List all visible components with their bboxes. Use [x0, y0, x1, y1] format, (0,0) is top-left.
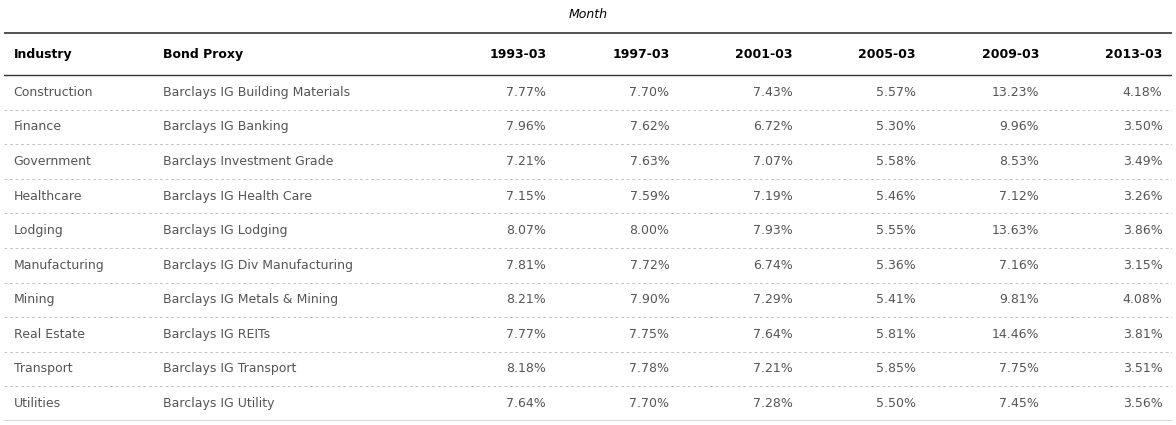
Text: 8.07%: 8.07%	[506, 224, 546, 237]
Text: 7.63%: 7.63%	[629, 155, 669, 168]
Text: Bond Proxy: Bond Proxy	[162, 48, 242, 61]
Text: Barclays IG Lodging: Barclays IG Lodging	[162, 224, 287, 237]
Text: 2009-03: 2009-03	[982, 48, 1040, 61]
Text: 7.75%: 7.75%	[1000, 363, 1040, 375]
Text: Construction: Construction	[13, 86, 93, 99]
Text: 3.49%: 3.49%	[1123, 155, 1163, 168]
Text: 3.26%: 3.26%	[1123, 190, 1163, 203]
Text: 5.81%: 5.81%	[876, 328, 916, 341]
Text: 1997-03: 1997-03	[613, 48, 669, 61]
Text: 7.16%: 7.16%	[1000, 259, 1040, 272]
Text: Real Estate: Real Estate	[13, 328, 85, 341]
Text: 7.28%: 7.28%	[753, 397, 793, 410]
Text: 7.07%: 7.07%	[753, 155, 793, 168]
Text: 5.30%: 5.30%	[876, 120, 916, 133]
Text: 7.45%: 7.45%	[1000, 397, 1040, 410]
Text: 7.72%: 7.72%	[629, 259, 669, 272]
Text: Industry: Industry	[13, 48, 72, 61]
Text: 7.77%: 7.77%	[506, 328, 546, 341]
Text: 4.08%: 4.08%	[1123, 293, 1163, 306]
Text: Barclays IG Banking: Barclays IG Banking	[162, 120, 288, 133]
Text: 7.93%: 7.93%	[753, 224, 793, 237]
Text: Lodging: Lodging	[13, 224, 64, 237]
Text: 7.70%: 7.70%	[629, 86, 669, 99]
Text: 7.64%: 7.64%	[507, 397, 546, 410]
Text: 3.81%: 3.81%	[1123, 328, 1163, 341]
Text: 7.29%: 7.29%	[753, 293, 793, 306]
Text: Finance: Finance	[13, 120, 61, 133]
Text: 7.15%: 7.15%	[507, 190, 546, 203]
Text: Barclays IG Metals & Mining: Barclays IG Metals & Mining	[162, 293, 338, 306]
Text: 2013-03: 2013-03	[1105, 48, 1163, 61]
Text: 3.51%: 3.51%	[1123, 363, 1163, 375]
Text: 5.50%: 5.50%	[876, 397, 916, 410]
Text: Barclays IG Building Materials: Barclays IG Building Materials	[162, 86, 349, 99]
Text: 3.56%: 3.56%	[1123, 397, 1163, 410]
Text: 6.74%: 6.74%	[753, 259, 793, 272]
Text: 5.41%: 5.41%	[876, 293, 916, 306]
Text: 3.86%: 3.86%	[1123, 224, 1163, 237]
Text: Barclays IG Div Manufacturing: Barclays IG Div Manufacturing	[162, 259, 353, 272]
Text: 9.81%: 9.81%	[1000, 293, 1040, 306]
Text: 7.59%: 7.59%	[629, 190, 669, 203]
Text: 8.18%: 8.18%	[507, 363, 546, 375]
Text: 8.53%: 8.53%	[1000, 155, 1040, 168]
Text: 7.43%: 7.43%	[753, 86, 793, 99]
Text: 7.75%: 7.75%	[629, 328, 669, 341]
Text: 5.46%: 5.46%	[876, 190, 916, 203]
Text: 8.21%: 8.21%	[507, 293, 546, 306]
Text: 2001-03: 2001-03	[735, 48, 793, 61]
Text: 14.46%: 14.46%	[991, 328, 1040, 341]
Text: 4.18%: 4.18%	[1123, 86, 1163, 99]
Text: 6.72%: 6.72%	[753, 120, 793, 133]
Text: Barclays IG Transport: Barclays IG Transport	[162, 363, 296, 375]
Text: 5.85%: 5.85%	[876, 363, 916, 375]
Text: 7.21%: 7.21%	[753, 363, 793, 375]
Text: 7.70%: 7.70%	[629, 397, 669, 410]
Text: 7.78%: 7.78%	[629, 363, 669, 375]
Text: 7.96%: 7.96%	[507, 120, 546, 133]
Text: Barclays IG Utility: Barclays IG Utility	[162, 397, 274, 410]
Text: 5.58%: 5.58%	[876, 155, 916, 168]
Text: 5.57%: 5.57%	[876, 86, 916, 99]
Text: 13.23%: 13.23%	[991, 86, 1040, 99]
Text: Government: Government	[13, 155, 92, 168]
Text: 7.12%: 7.12%	[1000, 190, 1040, 203]
Text: 8.00%: 8.00%	[629, 224, 669, 237]
Text: Barclays Investment Grade: Barclays Investment Grade	[162, 155, 333, 168]
Text: 13.63%: 13.63%	[991, 224, 1040, 237]
Text: 7.90%: 7.90%	[629, 293, 669, 306]
Text: Utilities: Utilities	[13, 397, 61, 410]
Text: 9.96%: 9.96%	[1000, 120, 1040, 133]
Text: 7.62%: 7.62%	[629, 120, 669, 133]
Text: 7.21%: 7.21%	[507, 155, 546, 168]
Text: Mining: Mining	[13, 293, 55, 306]
Text: 1993-03: 1993-03	[489, 48, 546, 61]
Text: 5.55%: 5.55%	[876, 224, 916, 237]
Text: 7.19%: 7.19%	[753, 190, 793, 203]
Text: 7.77%: 7.77%	[506, 86, 546, 99]
Text: Manufacturing: Manufacturing	[13, 259, 105, 272]
Text: 3.50%: 3.50%	[1123, 120, 1163, 133]
Text: 7.64%: 7.64%	[753, 328, 793, 341]
Text: Healthcare: Healthcare	[13, 190, 82, 203]
Text: Month: Month	[568, 8, 608, 21]
Text: 5.36%: 5.36%	[876, 259, 916, 272]
Text: 7.81%: 7.81%	[507, 259, 546, 272]
Text: Barclays IG Health Care: Barclays IG Health Care	[162, 190, 312, 203]
Text: Barclays IG REITs: Barclays IG REITs	[162, 328, 269, 341]
Text: 2005-03: 2005-03	[858, 48, 916, 61]
Text: 3.15%: 3.15%	[1123, 259, 1163, 272]
Text: Transport: Transport	[13, 363, 72, 375]
